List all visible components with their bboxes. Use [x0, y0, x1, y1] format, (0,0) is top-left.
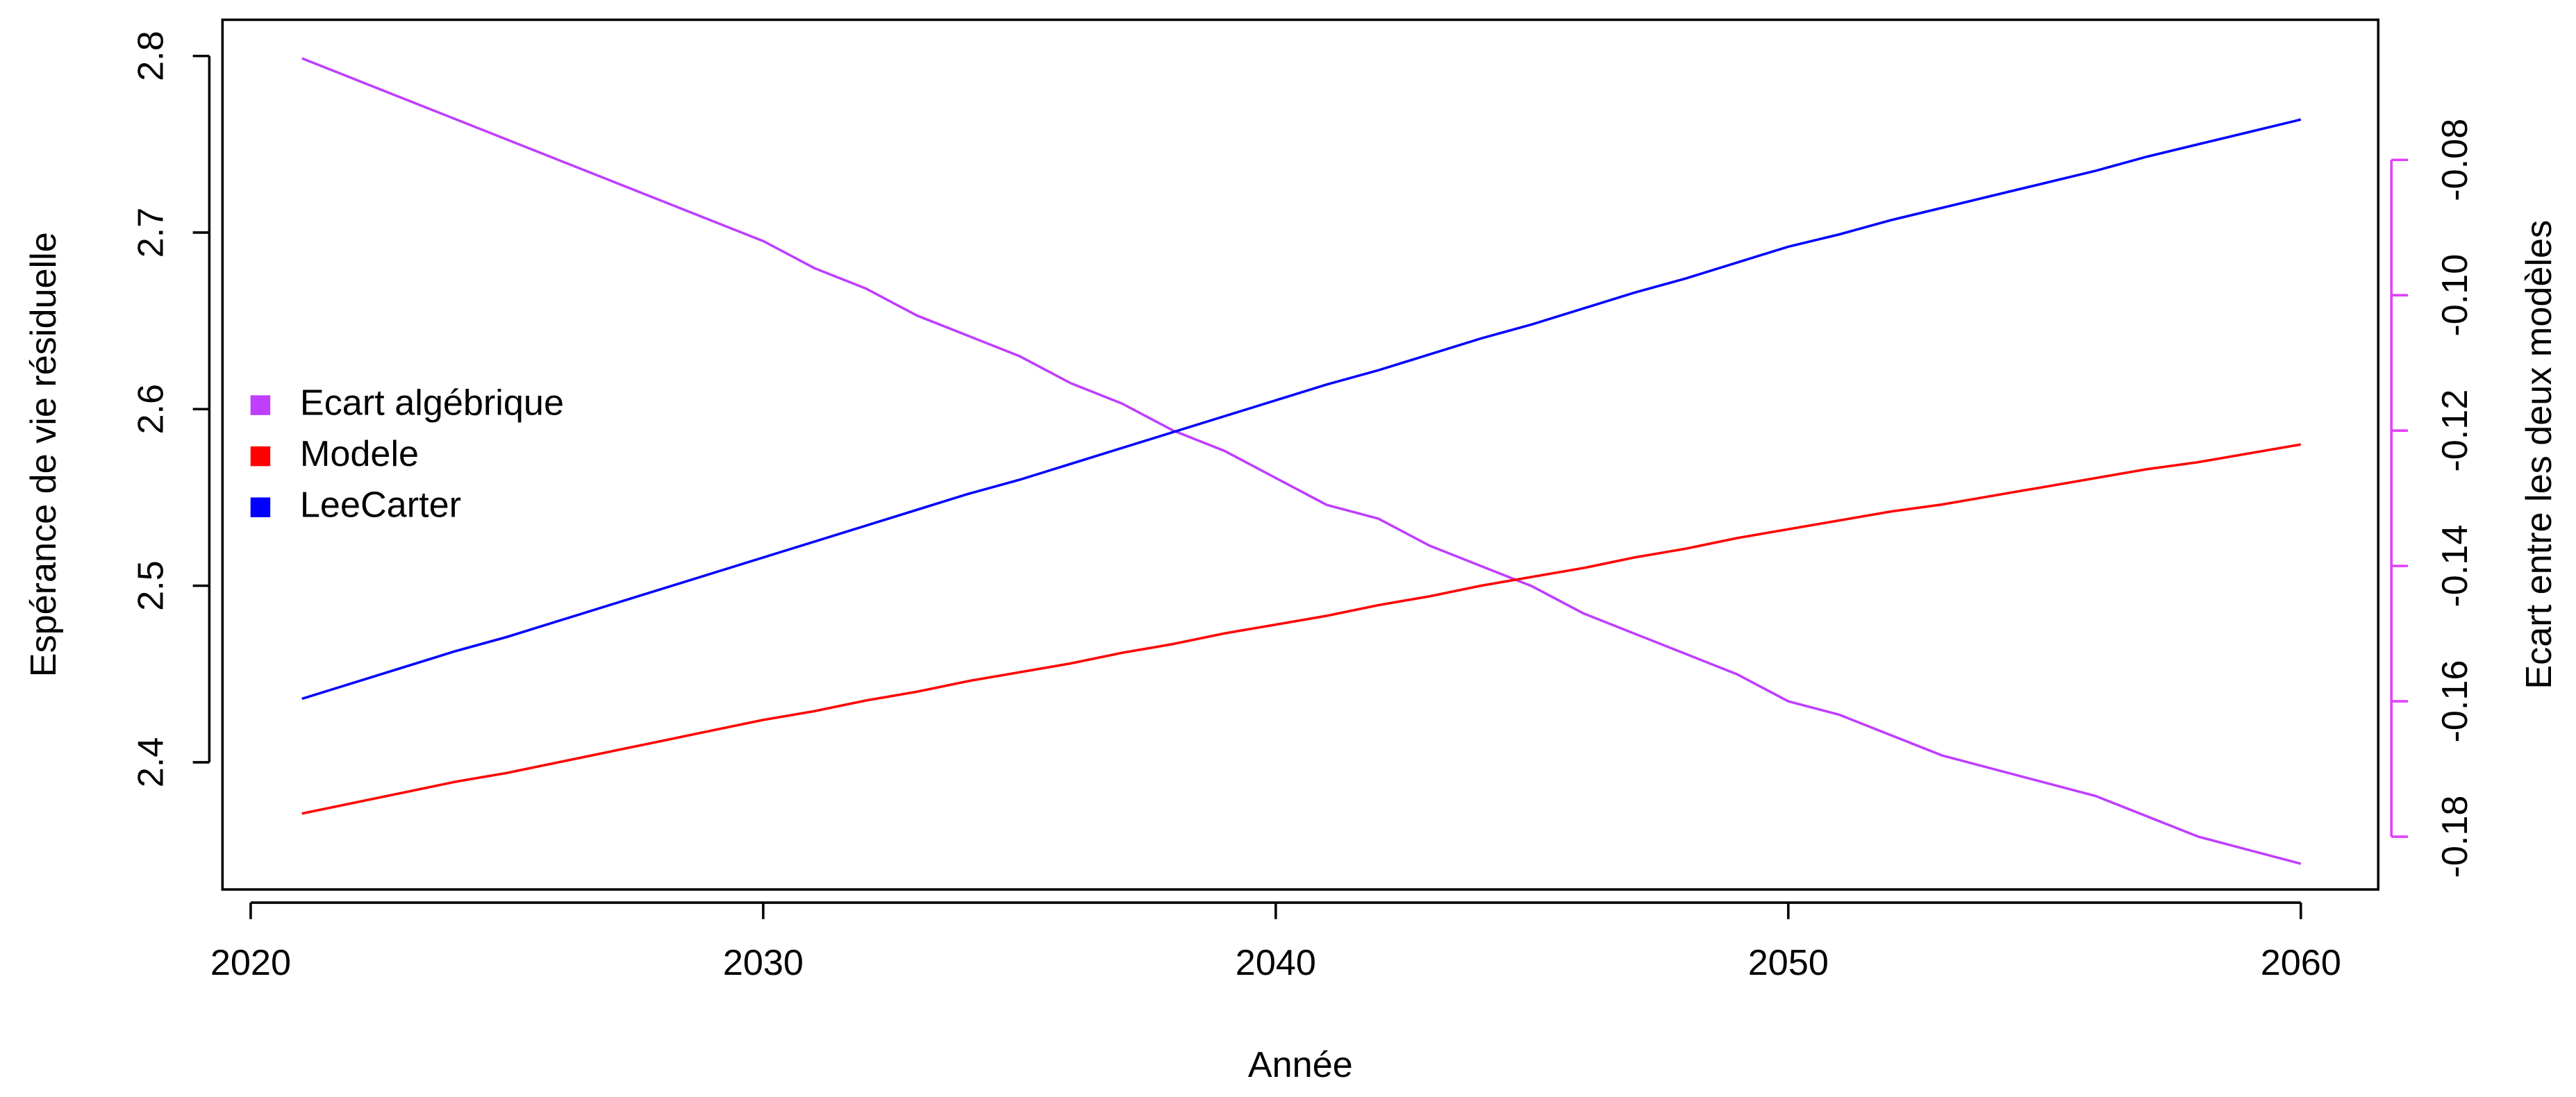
y2-axis-title: Ecart entre les deux modèles [2519, 220, 2559, 689]
x-tick-label: 2040 [1236, 943, 1316, 983]
y2-tick-label: -0.08 [2435, 119, 2475, 201]
series-line [301, 118, 2302, 701]
y2-tick-label: -0.16 [2435, 660, 2475, 743]
legend-swatch [250, 395, 271, 415]
plot-frame [221, 18, 2380, 891]
y2-tick-label: -0.14 [2435, 525, 2475, 608]
legend-label: Ecart algébrique [300, 383, 564, 423]
y2-tick-label: -0.18 [2435, 796, 2475, 878]
x-tick-label: 2060 [2261, 943, 2341, 983]
y-tick-label: 2.4 [131, 737, 171, 788]
y-tick-label: 2.7 [131, 208, 171, 258]
x-tick-label: 2020 [210, 943, 291, 983]
x-tick-label: 2050 [1748, 943, 1829, 983]
legend-label: Modele [300, 434, 419, 474]
x-tick-label: 2030 [723, 943, 804, 983]
legend-swatch [250, 446, 271, 467]
y-tick-label: 2.6 [131, 384, 171, 435]
y-axis-title: Espérance de vie résiduelle [24, 232, 64, 677]
series-line [301, 443, 2302, 815]
y-tick-label: 2.5 [131, 560, 171, 611]
legend-label: LeeCarter [300, 485, 461, 525]
legend-swatch [250, 497, 271, 517]
y-tick-label: 2.8 [131, 31, 171, 81]
y2-tick-label: -0.10 [2435, 254, 2475, 337]
y2-tick-label: -0.12 [2435, 390, 2475, 472]
series-line [301, 57, 2302, 865]
x-axis-title: Année [1248, 1045, 1353, 1085]
